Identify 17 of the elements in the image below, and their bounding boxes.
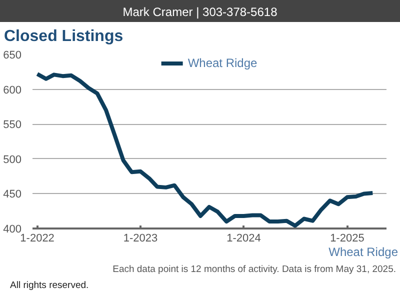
x-tick-label: 1-2025: [330, 232, 364, 244]
text: Each data point is 12 months of activity. Data is from May 31, 2025.: [112, 263, 396, 277]
y-tick-label: 600: [3, 84, 22, 96]
y-tick-label: 450: [3, 188, 22, 201]
line-series: [35, 72, 375, 228]
x-tick-label: 1-2023: [123, 232, 158, 244]
text: Mark Cramer | 303-378-5618: [122, 4, 278, 21]
y-tick-label: 400: [3, 224, 22, 236]
y-tick-label: 500: [3, 154, 22, 166]
text: Wheat Ridge: [328, 244, 398, 261]
legend-label: Wheat Ridge: [188, 56, 258, 70]
y-tick-label: 550: [3, 119, 22, 132]
chart-title: Closed Listings: [4, 27, 124, 47]
x-tick-label: 1-2022: [20, 232, 54, 244]
x-tick-label: 1-2024: [226, 232, 261, 244]
text: All rights reserved.: [10, 279, 89, 293]
y-tick-label: 650: [3, 50, 22, 62]
